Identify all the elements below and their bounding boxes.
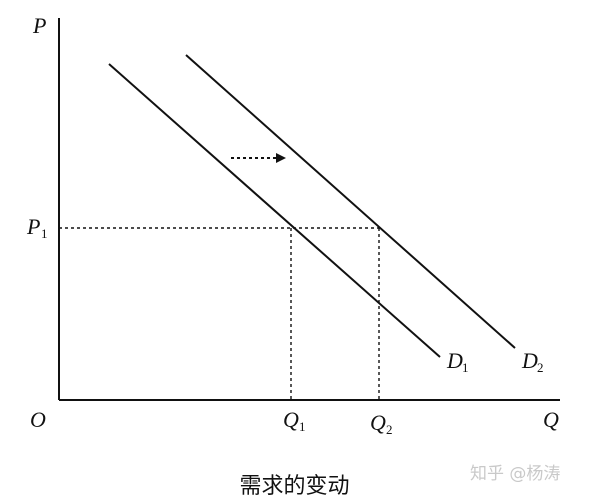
price-level-label: P 1 [26,214,48,241]
svg-text:1: 1 [299,419,306,434]
price-axis-label: P [32,13,46,38]
origin-label: O [30,407,46,432]
svg-text:1: 1 [41,226,48,241]
svg-text:2: 2 [386,422,393,437]
svg-text:1: 1 [462,360,469,375]
demand-curve-d1 [108,63,441,358]
q1-label: Q 1 [283,407,306,434]
svg-text:D: D [521,348,538,373]
d2-label: D 2 [521,348,544,375]
svg-text:Q: Q [283,407,299,432]
watermark: 知乎 @杨涛 [470,464,561,484]
figure-caption: 需求的变动 [239,474,350,499]
svg-text:P: P [26,214,40,239]
quantity-axis-label: Q [543,407,559,432]
svg-text:Q: Q [370,410,386,435]
q2-label: Q 2 [370,410,393,437]
demand-curve-d2 [185,54,516,349]
svg-text:2: 2 [537,360,544,375]
svg-text:D: D [446,348,463,373]
d1-label: D 1 [446,348,469,375]
